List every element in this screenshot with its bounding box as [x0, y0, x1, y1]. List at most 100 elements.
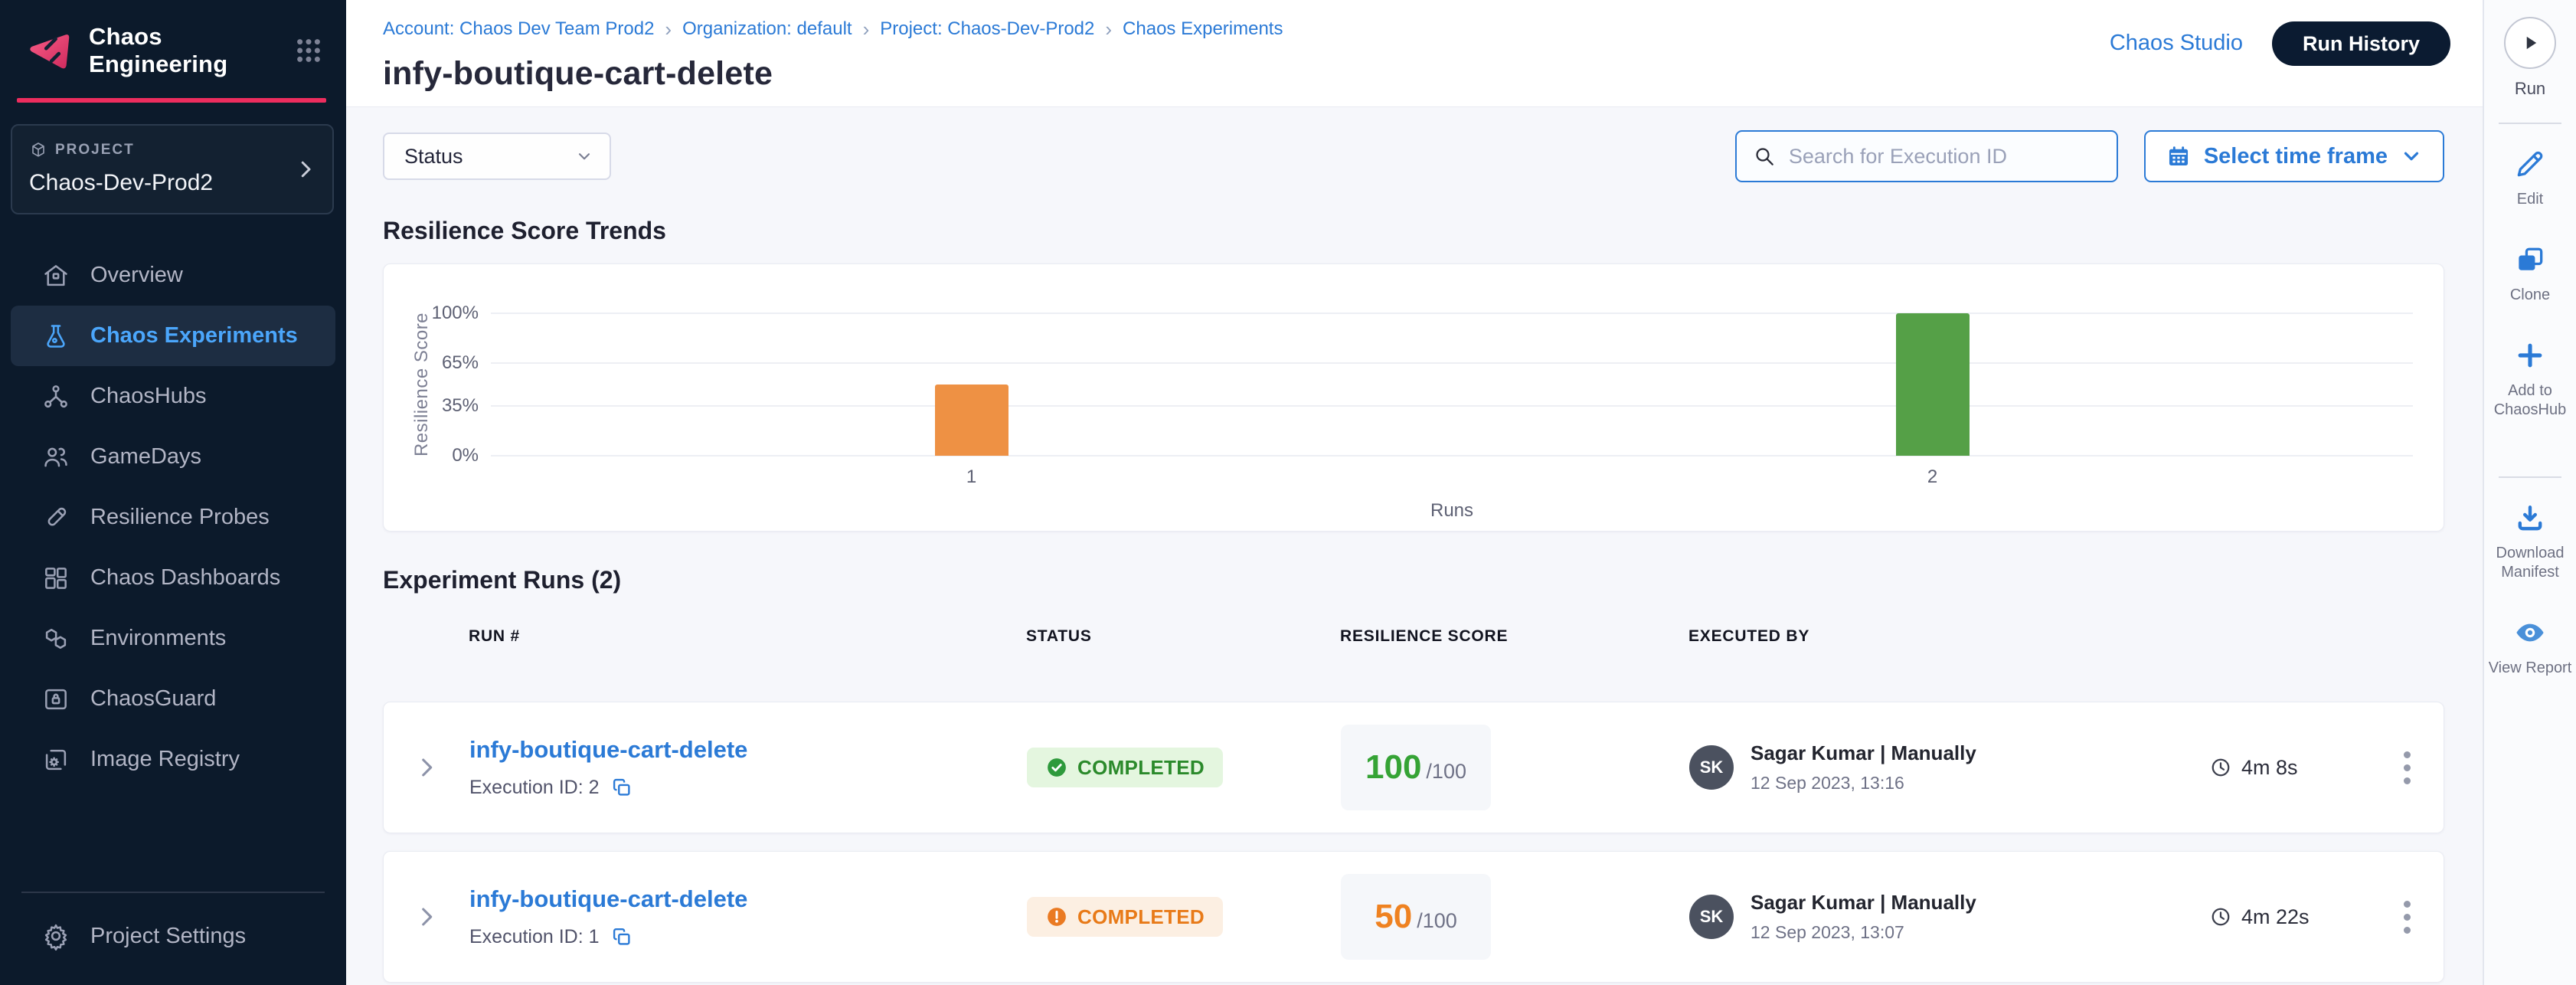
run-duration: 4m 22s — [2241, 905, 2310, 928]
copy-icon[interactable] — [610, 776, 633, 799]
page-title: infy-boutique-cart-delete — [383, 55, 773, 92]
chart-x-tick-label: 1 — [966, 466, 977, 487]
run-name-link[interactable]: infy-boutique-cart-delete — [469, 885, 748, 912]
breadcrumb-account-link[interactable]: Account: Chaos Dev Team Prod2 — [383, 18, 655, 39]
environments-hexagons-icon — [45, 628, 67, 649]
chart-bar-run-2[interactable] — [1895, 313, 1970, 456]
sidebar-item-chaos-experiments[interactable]: Chaos Experiments — [11, 306, 335, 366]
avatar: SK — [1689, 895, 1734, 939]
download-icon — [2518, 505, 2542, 530]
chart-gridline — [491, 455, 2413, 457]
breadcrumb: Account: Chaos Dev Team Prod2 › Organiza… — [383, 15, 1283, 43]
chart-gridline — [491, 313, 2413, 314]
toolbar-divider — [2499, 476, 2561, 478]
search-icon — [1756, 148, 1773, 165]
chart-bar-run-1[interactable] — [934, 385, 1008, 456]
expand-row-button[interactable] — [384, 754, 469, 780]
pencil-icon — [2517, 151, 2543, 176]
chart-y-tick-label: 35% — [441, 394, 479, 416]
sidebar-item-chaosguard[interactable]: ChaosGuard — [11, 669, 335, 729]
content-area: Status Select time frame — [346, 107, 2483, 985]
chevron-right-icon — [301, 161, 311, 178]
sidebar-item-chaoshubs[interactable]: ChaosHubs — [11, 366, 335, 427]
project-cube-icon — [32, 142, 44, 157]
sidebar-item-chaos-dashboards[interactable]: Chaos Dashboards — [11, 548, 335, 608]
run-history-button[interactable]: Run History — [2271, 21, 2450, 66]
copy-icon[interactable] — [610, 925, 633, 948]
add-to-chaoshub-label: Add to ChaosHub — [2493, 381, 2567, 418]
project-name: Chaos-Dev-Prod2 — [29, 170, 214, 195]
clone-button[interactable]: Clone — [2510, 243, 2550, 305]
check-circle-icon — [1048, 758, 1066, 777]
run-row: infy-boutique-cart-delete Execution ID: … — [383, 702, 2444, 833]
status-filter-dropdown[interactable]: Status — [383, 133, 611, 180]
people-icon — [44, 447, 67, 466]
chart-gridline — [491, 362, 2413, 365]
executed-at-timestamp: 12 Sep 2023, 13:16 — [1751, 773, 1904, 793]
execution-search — [1734, 130, 2118, 182]
hub-network-icon — [44, 385, 67, 407]
breadcrumb-separator: › — [1105, 17, 1113, 41]
sidebar-item-gamedays[interactable]: GameDays — [11, 427, 335, 487]
sidebar-item-overview[interactable]: Overview — [11, 245, 335, 306]
sidebar-item-label: Environments — [90, 626, 227, 650]
run-row: infy-boutique-cart-delete Execution ID: … — [383, 851, 2444, 983]
sidebar-item-image-registry[interactable]: Image Registry — [11, 729, 335, 790]
sidebar-item-label: Image Registry — [90, 747, 240, 771]
home-icon — [44, 264, 67, 286]
breadcrumb-project-link[interactable]: Project: Chaos-Dev-Prod2 — [880, 18, 1095, 39]
score-value: 50 — [1375, 898, 1413, 935]
status-text: COMPLETED — [1077, 905, 1205, 928]
download-manifest-button[interactable]: Download Manifest — [2484, 501, 2576, 582]
select-time-frame-button[interactable]: Select time frame — [2143, 130, 2444, 182]
select-time-frame-label: Select time frame — [2203, 143, 2388, 169]
project-label: PROJECT — [55, 142, 135, 158]
chaos-studio-link[interactable]: Chaos Studio — [2109, 31, 2243, 55]
chevron-right-icon — [422, 758, 433, 777]
avatar: SK — [1689, 745, 1734, 790]
breadcrumb-separator: › — [862, 17, 870, 41]
execution-id-label: Execution ID: 1 — [469, 925, 600, 947]
download-manifest-label: Download Manifest — [2496, 544, 2565, 581]
clock-icon — [2212, 908, 2230, 926]
exclamation-circle-icon — [1048, 908, 1066, 926]
column-header-run: RUN # — [469, 627, 521, 645]
project-selector[interactable]: PROJECT Chaos-Dev-Prod2 — [11, 124, 334, 214]
chart-y-tick-label: 65% — [441, 352, 479, 374]
breadcrumb-chaos-experiments-link[interactable]: Chaos Experiments — [1123, 18, 1283, 39]
edit-button[interactable]: Edit — [2513, 147, 2547, 209]
expand-row-button[interactable] — [384, 904, 469, 930]
execution-id-label: Execution ID: 2 — [469, 776, 600, 798]
eye-icon — [2516, 623, 2544, 641]
status-badge: COMPLETED — [1027, 748, 1223, 787]
app-switcher-grid-icon[interactable] — [293, 34, 325, 67]
run-button[interactable] — [2504, 17, 2556, 69]
gear-icon — [44, 924, 67, 951]
search-input[interactable] — [1788, 144, 2101, 169]
chart-y-tick-label: 0% — [452, 445, 479, 466]
sidebar-item-label: Chaos Dashboards — [90, 565, 281, 590]
sidebar-item-environments[interactable]: Environments — [11, 608, 335, 669]
view-report-label: View Report — [2488, 659, 2572, 676]
sidebar-item-label: Overview — [90, 263, 183, 287]
guard-lock-icon — [45, 689, 67, 709]
resilience-score-box: 50 /100 — [1341, 874, 1491, 960]
dashboard-grid-icon — [45, 567, 67, 589]
main-area: Account: Chaos Dev Team Prod2 › Organiza… — [346, 0, 2483, 985]
run-name-link[interactable]: infy-boutique-cart-delete — [469, 736, 748, 763]
sidebar-item-resilience-probes[interactable]: Resilience Probes — [11, 487, 335, 548]
add-to-chaoshub-button[interactable]: Add to ChaosHub — [2484, 339, 2576, 420]
column-header-resilience-score: RESILIENCE SCORE — [1340, 627, 1509, 645]
view-report-button[interactable]: View Report — [2488, 616, 2572, 678]
clock-icon — [2212, 758, 2230, 777]
sidebar-item-project-settings[interactable]: Project Settings — [11, 898, 335, 974]
chart-x-tick-label: 2 — [1927, 466, 1938, 487]
probe-icon — [47, 507, 67, 525]
run-duration: 4m 8s — [2241, 755, 2298, 779]
breadcrumb-organization-link[interactable]: Organization: default — [682, 18, 852, 39]
chart-y-axis-label: Resilience Score — [411, 312, 432, 457]
executed-at-timestamp: 12 Sep 2023, 13:07 — [1751, 922, 1904, 942]
row-menu-kebab-icon[interactable] — [2370, 893, 2444, 941]
score-value: 100 — [1365, 748, 1422, 786]
row-menu-kebab-icon[interactable] — [2370, 744, 2444, 792]
